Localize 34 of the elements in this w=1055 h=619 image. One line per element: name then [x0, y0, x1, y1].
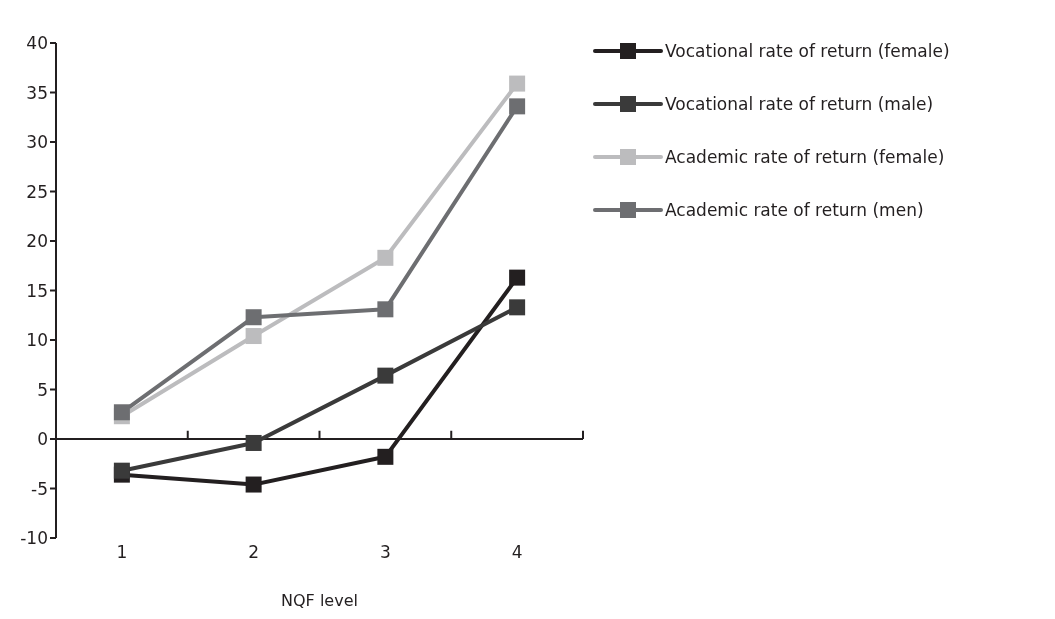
point: [245, 309, 262, 326]
point: [377, 448, 394, 465]
legend-label: Academic rate of return (female): [665, 146, 945, 167]
legend-label: Vocational rate of return (male): [665, 93, 934, 114]
y-tick-label: 20: [26, 231, 48, 252]
point: [509, 98, 526, 115]
point: [245, 476, 262, 493]
point: [377, 301, 394, 318]
x-tick-label: 1: [116, 542, 128, 563]
x-tick-label: 2: [248, 542, 260, 563]
y-tick-label: 10: [26, 330, 48, 351]
point: [113, 404, 130, 421]
y-tick-label: 40: [26, 33, 48, 54]
point: [113, 462, 130, 479]
point: [377, 249, 394, 266]
y-tick-label: -5: [31, 478, 48, 499]
y-tick-label: 5: [37, 379, 48, 400]
x-tick-label: 4: [511, 542, 523, 563]
x-axis-title: NQF level: [281, 591, 358, 610]
point: [509, 75, 526, 92]
point: [245, 434, 262, 451]
legend-label: Vocational rate of return (female): [665, 40, 950, 61]
y-tick-label: 0: [37, 429, 48, 450]
y-tick-label: 25: [26, 181, 48, 202]
y-tick-label: 30: [26, 132, 48, 153]
legend-label: Academic rate of return (men): [665, 199, 924, 220]
point: [245, 328, 262, 345]
y-tick-label: 35: [26, 82, 48, 103]
y-tick-label: -10: [20, 528, 48, 549]
x-tick-label: 3: [379, 542, 391, 563]
y-tick-label: 15: [26, 280, 48, 301]
point: [509, 269, 526, 286]
point: [377, 367, 394, 384]
point: [509, 299, 526, 316]
